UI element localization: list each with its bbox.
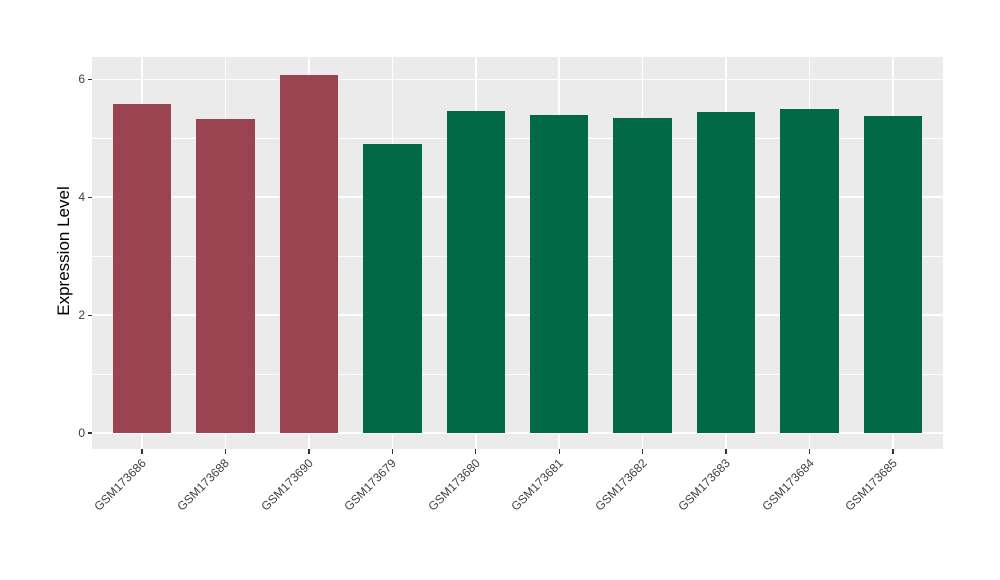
y-tick-mark (87, 78, 92, 80)
gridline-major (92, 78, 943, 81)
x-tick-mark (808, 449, 811, 454)
bar-GSM173686 (112, 104, 172, 434)
x-tick-mark (224, 449, 227, 454)
gridline-minor (92, 255, 943, 257)
x-tick-mark (308, 449, 310, 454)
y-tick-label: 0 (78, 426, 85, 441)
y-tick-label: 6 (78, 72, 85, 87)
gridline-major (92, 314, 943, 316)
gridline-major (92, 432, 943, 434)
bar-GSM173688 (196, 118, 255, 434)
x-tick-mark (475, 449, 477, 454)
x-tick-mark (141, 449, 143, 454)
bar-GSM173684 (780, 108, 839, 434)
x-tick-mark (642, 449, 644, 454)
x-tick-mark (725, 449, 727, 454)
y-axis-title: Expression Level (54, 186, 73, 316)
bar-GSM173679 (363, 144, 422, 434)
gridline-minor (92, 373, 943, 375)
y-tick-label: 4 (78, 190, 85, 205)
y-tick-mark (87, 432, 92, 434)
bar-GSM173690 (279, 75, 339, 434)
y-tick-mark (87, 196, 92, 198)
y-tick-label: 2 (78, 308, 85, 323)
bar-GSM173680 (446, 111, 505, 434)
bar-GSM173685 (863, 115, 923, 434)
bar-GSM173683 (696, 111, 756, 434)
x-tick-mark (391, 449, 393, 454)
gridline-minor (92, 137, 943, 139)
x-tick-mark (558, 449, 560, 454)
y-tick-mark (87, 314, 92, 316)
bar-GSM173682 (613, 117, 672, 434)
gridline-major (92, 196, 943, 199)
x-tick-mark (892, 449, 894, 454)
bar-GSM173681 (530, 115, 589, 434)
